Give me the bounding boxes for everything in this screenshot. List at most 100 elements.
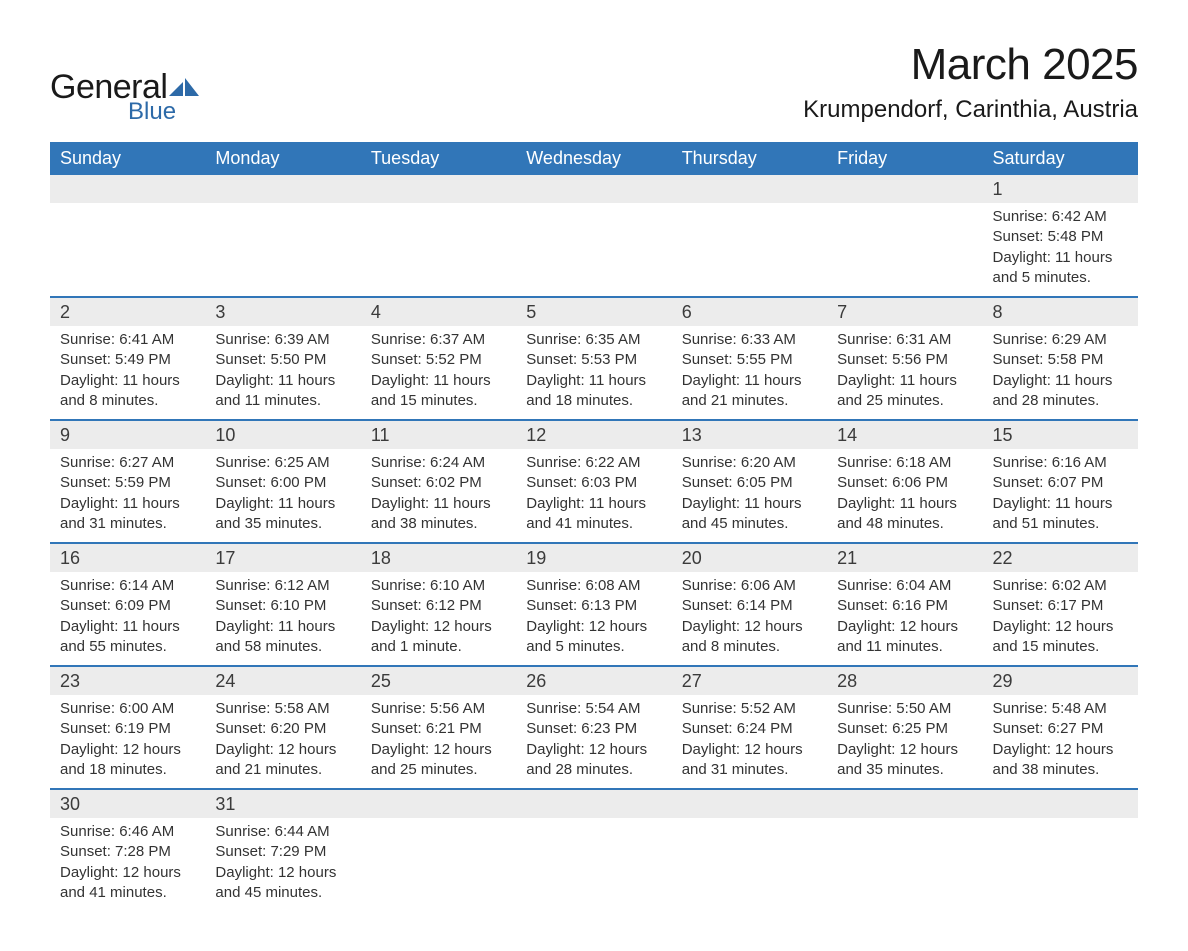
sunrise-text: Sunrise: 6:20 AM: [682, 453, 817, 473]
sunset-text: [60, 222, 195, 237]
daylight-text: [371, 852, 506, 867]
sunrise-text: Sunrise: 5:50 AM: [837, 699, 972, 719]
weekday-header: Monday: [205, 142, 360, 175]
sunrise-text: [682, 207, 817, 222]
day-details-cell: Sunrise: 6:00 AMSunset: 6:19 PMDaylight:…: [50, 695, 205, 789]
day-details-cell: Sunrise: 5:56 AMSunset: 6:21 PMDaylight:…: [361, 695, 516, 789]
day-number: 12: [526, 425, 661, 446]
sunrise-text: [215, 207, 350, 222]
day-details-cell: Sunrise: 6:12 AMSunset: 6:10 PMDaylight:…: [205, 572, 360, 666]
sunset-text: [371, 837, 506, 852]
daylight-text: [837, 852, 972, 867]
daylight-text: Daylight: 11 hours: [993, 248, 1128, 268]
day-number-cell: 30: [50, 789, 205, 818]
sunset-text: [682, 222, 817, 237]
day-details-cell: Sunrise: 6:18 AMSunset: 6:06 PMDaylight:…: [827, 449, 982, 543]
daylight-text: and 28 minutes.: [993, 391, 1128, 411]
day-number: [371, 181, 506, 199]
daylight-text: [526, 852, 661, 867]
day-number: 16: [60, 548, 195, 569]
weekday-header: Wednesday: [516, 142, 671, 175]
day-number-cell: 29: [983, 666, 1138, 695]
day-details-cell: Sunrise: 6:27 AMSunset: 5:59 PMDaylight:…: [50, 449, 205, 543]
day-number-cell: 14: [827, 420, 982, 449]
daylight-text: Daylight: 12 hours: [371, 740, 506, 760]
daylight-text: Daylight: 11 hours: [215, 494, 350, 514]
week-daynum-row: 2345678: [50, 297, 1138, 326]
day-details-cell: [672, 203, 827, 297]
sunrise-text: Sunrise: 6:04 AM: [837, 576, 972, 596]
day-number-cell: 21: [827, 543, 982, 572]
daylight-text: and 15 minutes.: [371, 391, 506, 411]
sunset-text: Sunset: 6:05 PM: [682, 473, 817, 493]
day-details-cell: Sunrise: 6:06 AMSunset: 6:14 PMDaylight:…: [672, 572, 827, 666]
daylight-text: Daylight: 11 hours: [837, 371, 972, 391]
week-details-row: Sunrise: 6:46 AMSunset: 7:28 PMDaylight:…: [50, 818, 1138, 911]
day-details-cell: Sunrise: 5:54 AMSunset: 6:23 PMDaylight:…: [516, 695, 671, 789]
daylight-text: and 35 minutes.: [215, 514, 350, 534]
sunset-text: Sunset: 6:09 PM: [60, 596, 195, 616]
sunrise-text: Sunrise: 6:25 AM: [215, 453, 350, 473]
day-number-cell: 7: [827, 297, 982, 326]
day-number-cell: [672, 175, 827, 203]
daylight-text: [993, 867, 1128, 882]
sunset-text: Sunset: 6:06 PM: [837, 473, 972, 493]
day-number: [526, 796, 661, 814]
daylight-text: [371, 252, 506, 267]
day-number: 19: [526, 548, 661, 569]
daylight-text: Daylight: 11 hours: [60, 371, 195, 391]
sunrise-text: Sunrise: 6:44 AM: [215, 822, 350, 842]
day-number-cell: 6: [672, 297, 827, 326]
day-number-cell: 23: [50, 666, 205, 695]
day-number: 9: [60, 425, 195, 446]
day-number-cell: 17: [205, 543, 360, 572]
day-details-cell: Sunrise: 5:58 AMSunset: 6:20 PMDaylight:…: [205, 695, 360, 789]
daylight-text: and 25 minutes.: [371, 760, 506, 780]
sunset-text: Sunset: 6:25 PM: [837, 719, 972, 739]
sunrise-text: Sunrise: 5:56 AM: [371, 699, 506, 719]
day-details-cell: Sunrise: 5:52 AMSunset: 6:24 PMDaylight:…: [672, 695, 827, 789]
day-number: 6: [682, 302, 817, 323]
daylight-text: and 35 minutes.: [837, 760, 972, 780]
sunrise-text: Sunrise: 6:42 AM: [993, 207, 1128, 227]
sunset-text: Sunset: 6:13 PM: [526, 596, 661, 616]
weekday-header: Friday: [827, 142, 982, 175]
daylight-text: [837, 252, 972, 267]
daylight-text: [371, 867, 506, 882]
sunset-text: Sunset: 6:20 PM: [215, 719, 350, 739]
daylight-text: and 38 minutes.: [993, 760, 1128, 780]
sunrise-text: [837, 822, 972, 837]
day-number: [682, 796, 817, 814]
day-number: 7: [837, 302, 972, 323]
daylight-text: and 21 minutes.: [215, 760, 350, 780]
sunset-text: Sunset: 6:07 PM: [993, 473, 1128, 493]
daylight-text: and 51 minutes.: [993, 514, 1128, 534]
day-number: 15: [993, 425, 1128, 446]
day-number-cell: 22: [983, 543, 1138, 572]
sunrise-text: [371, 822, 506, 837]
day-number-cell: 5: [516, 297, 671, 326]
sunrise-text: Sunrise: 6:24 AM: [371, 453, 506, 473]
day-number-cell: 13: [672, 420, 827, 449]
day-number-cell: 16: [50, 543, 205, 572]
sunset-text: Sunset: 6:14 PM: [682, 596, 817, 616]
day-number: [526, 181, 661, 199]
sunset-text: Sunset: 6:19 PM: [60, 719, 195, 739]
daylight-text: [526, 867, 661, 882]
daylight-text: and 58 minutes.: [215, 637, 350, 657]
brand-line2: Blue: [128, 100, 199, 124]
day-number-cell: 4: [361, 297, 516, 326]
daylight-text: [526, 237, 661, 252]
daylight-text: Daylight: 11 hours: [60, 617, 195, 637]
sunset-text: Sunset: 6:21 PM: [371, 719, 506, 739]
day-number: 22: [993, 548, 1128, 569]
daylight-text: [215, 252, 350, 267]
daylight-text: and 45 minutes.: [215, 883, 350, 903]
sunset-text: Sunset: 7:28 PM: [60, 842, 195, 862]
daylight-text: Daylight: 11 hours: [993, 494, 1128, 514]
sunset-text: Sunset: 5:56 PM: [837, 350, 972, 370]
day-number: [60, 181, 195, 199]
day-number-cell: 25: [361, 666, 516, 695]
day-details-cell: Sunrise: 6:35 AMSunset: 5:53 PMDaylight:…: [516, 326, 671, 420]
week-details-row: Sunrise: 6:14 AMSunset: 6:09 PMDaylight:…: [50, 572, 1138, 666]
